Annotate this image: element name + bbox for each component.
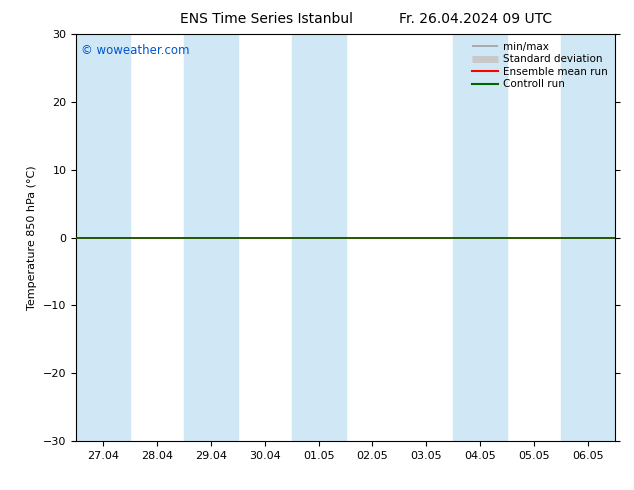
Bar	[561, 34, 615, 441]
Legend: min/max, Standard deviation, Ensemble mean run, Controll run: min/max, Standard deviation, Ensemble me…	[470, 40, 610, 92]
Y-axis label: Temperature 850 hPa (°C): Temperature 850 hPa (°C)	[27, 165, 37, 310]
Text: ENS Time Series Istanbul: ENS Time Series Istanbul	[180, 12, 353, 26]
Text: © woweather.com: © woweather.com	[81, 45, 190, 57]
Text: Fr. 26.04.2024 09 UTC: Fr. 26.04.2024 09 UTC	[399, 12, 552, 26]
Bar	[453, 34, 507, 441]
Bar	[292, 34, 346, 441]
Bar	[184, 34, 238, 441]
Bar	[76, 34, 130, 441]
